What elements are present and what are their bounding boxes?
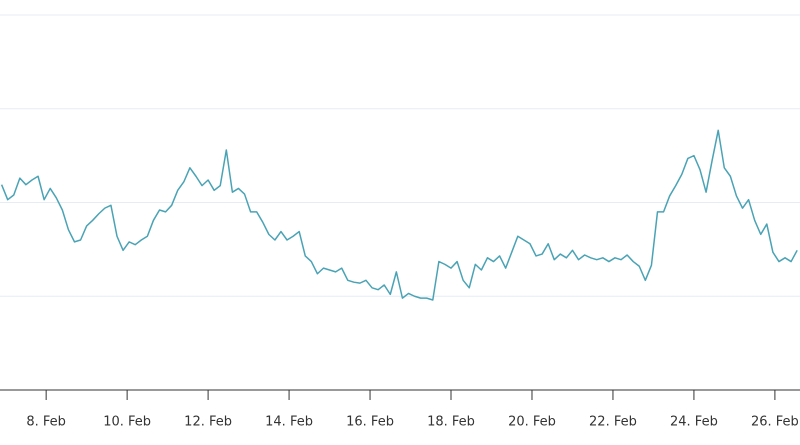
x-tick-label: 16. Feb bbox=[346, 415, 394, 430]
x-tick-label: 14. Feb bbox=[265, 415, 313, 430]
x-tick-label: 20. Feb bbox=[508, 415, 556, 430]
line-series bbox=[0, 129, 798, 301]
x-tick-label: 24. Feb bbox=[670, 415, 718, 430]
x-tick-label: 12. Feb bbox=[184, 415, 232, 430]
x-tick-label: 26. Feb bbox=[751, 415, 799, 430]
x-tick-label: 8. Feb bbox=[26, 415, 66, 430]
x-tick-label: 18. Feb bbox=[427, 415, 475, 430]
x-tick-label: 10. Feb bbox=[103, 415, 151, 430]
x-tick-label: 22. Feb bbox=[589, 415, 637, 430]
